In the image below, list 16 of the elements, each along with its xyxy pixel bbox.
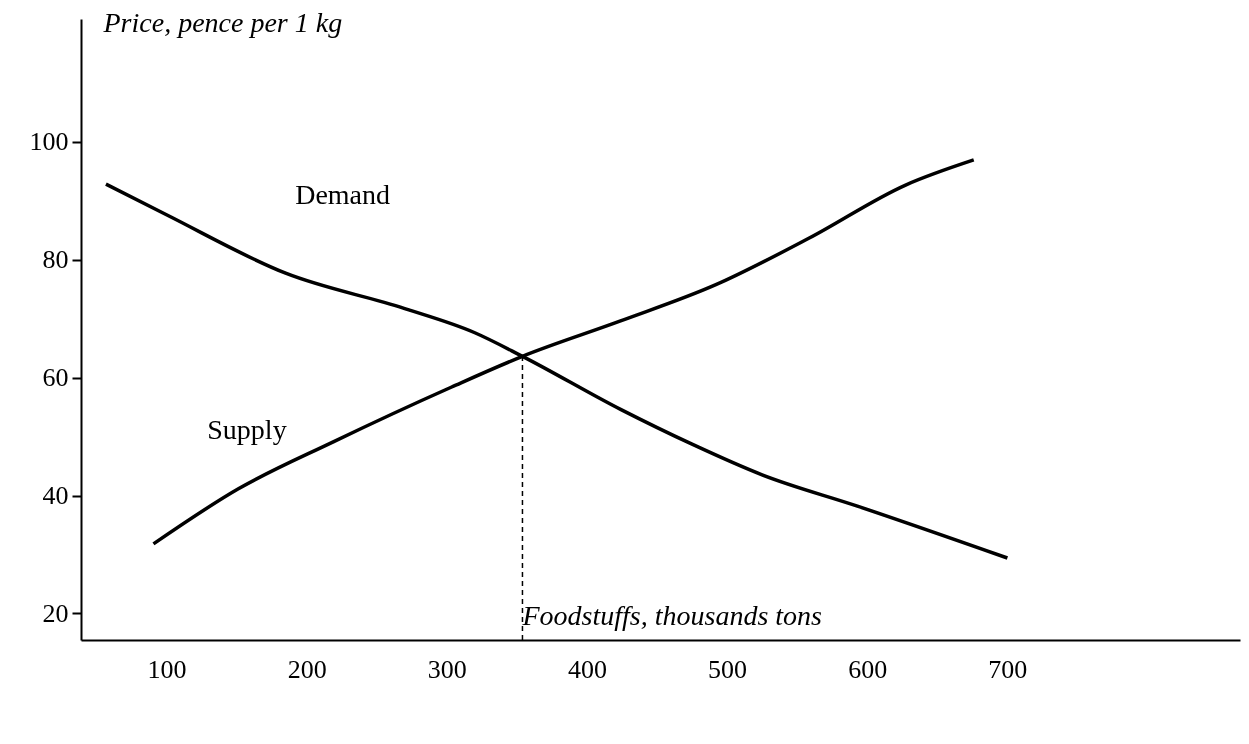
- x-tick-label: 300: [427, 654, 467, 684]
- series-label: Supply: [207, 414, 287, 446]
- y-tick-label: 80: [42, 245, 69, 275]
- y-tick-label: 100: [29, 127, 69, 157]
- y-tick-label: 60: [42, 363, 69, 393]
- x-tick-label: 400: [567, 654, 607, 684]
- y-tick-label: 20: [42, 598, 69, 628]
- x-tick-label: 100: [147, 654, 187, 684]
- x-tick-label: 600: [848, 654, 888, 684]
- text: Demand: [295, 179, 391, 211]
- x-tick-label: 700: [988, 654, 1028, 684]
- x-tick-label: 500: [708, 654, 748, 684]
- y-tick-label: 40: [42, 481, 69, 511]
- x-tick-label: 200: [287, 654, 327, 684]
- y-axis-title: Price, pence per 1 kg: [102, 6, 343, 38]
- x-axis-title: Foodstuffs, thousands tons: [521, 599, 823, 631]
